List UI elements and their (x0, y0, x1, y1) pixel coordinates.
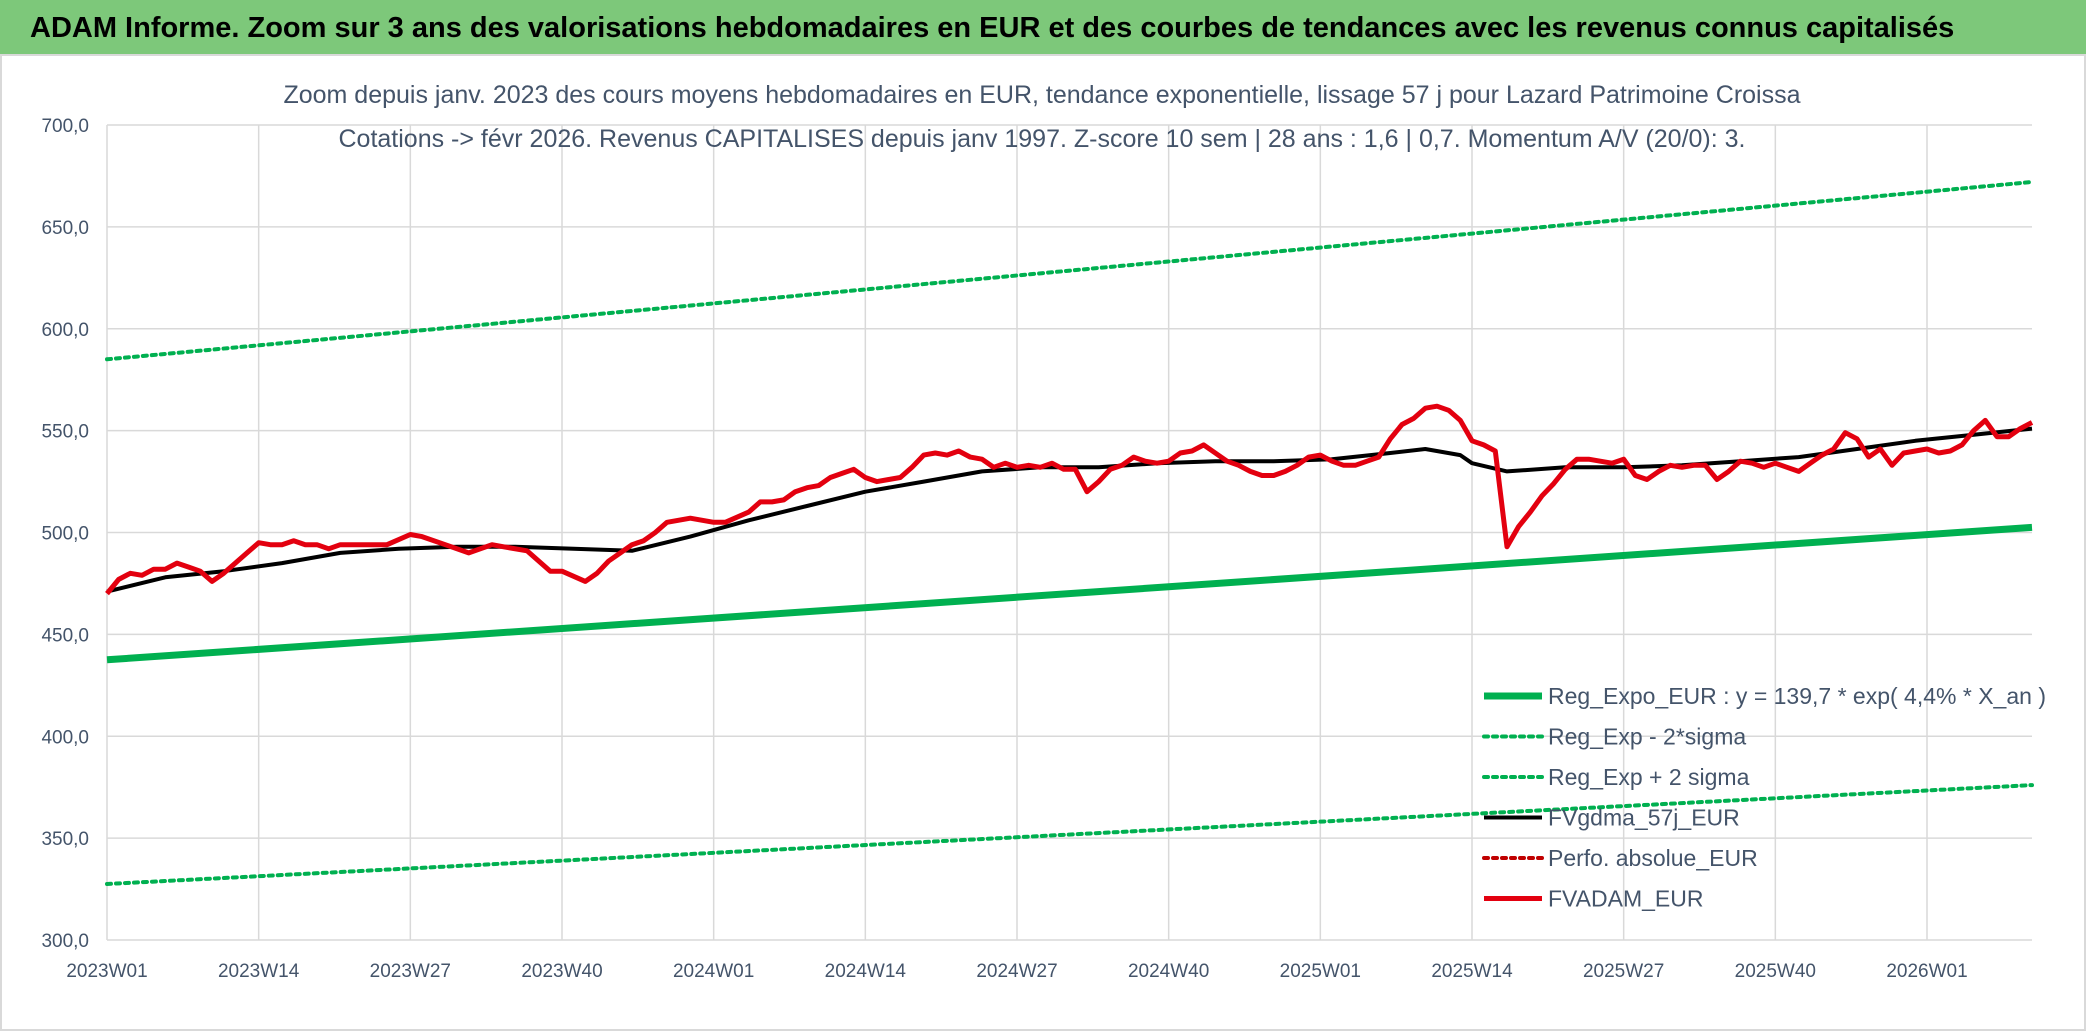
chart-frame: 300,0 350,0 400,0 450,0 500,0 550,0 600,0 650,0… (0, 54, 2086, 1031)
legend: Reg_Expo_EUR : y = 139,7 * exp( 4,4% * X… (1482, 683, 2046, 912)
x-tick-label: 2023W40 (521, 961, 602, 982)
y-axis-ticks: 300,0 350,0 400,0 450,0 500,0 550,0 600,0 650,0… (41, 116, 89, 952)
x-tick-label: 2024W40 (1128, 961, 1209, 982)
series-line-5 (105, 403, 2034, 596)
y-tick-label: 450,0 (41, 625, 89, 646)
x-tick-label: 2025W14 (1431, 961, 1513, 982)
x-tick-label: 2024W14 (825, 961, 907, 982)
y-tick-label: 350,0 (41, 829, 89, 850)
gridlines (106, 124, 2032, 941)
legend-label-5: FVADAM_EUR (1548, 886, 1704, 912)
y-tick-label: 700,0 (41, 116, 89, 137)
y-tick-label: 550,0 (41, 422, 89, 443)
x-tick-label: 2026W01 (1886, 961, 1967, 982)
x-tick-label: 2025W01 (1280, 961, 1361, 982)
legend-label-3: FVgdma_57j_EUR (1548, 805, 1740, 831)
x-tick-label: 2025W40 (1735, 961, 1816, 982)
x-axis-ticks: 2023W01 2023W14 2023W27 2023W40 2024W01 2024W… (66, 961, 1967, 982)
x-tick-label: 2023W01 (66, 961, 147, 982)
legend-label-1: Reg_Exp - 2*sigma (1548, 724, 1746, 750)
legend-label-0: Reg_Expo_EUR : y = 139,7 * exp( 4,4% * X… (1548, 683, 2046, 709)
y-tick-label: 300,0 (41, 931, 89, 952)
report-banner-title: ADAM Informe. Zoom sur 3 ans des valoris… (0, 0, 2086, 54)
x-tick-label: 2025W27 (1583, 961, 1664, 982)
legend-label-2: Reg_Exp + 2 sigma (1548, 764, 1750, 790)
x-tick-label: 2024W01 (673, 961, 754, 982)
x-tick-label: 2023W27 (370, 961, 451, 982)
legend-label-4: Perfo. absolue_EUR (1548, 845, 1758, 871)
x-tick-label: 2024W27 (976, 961, 1057, 982)
series-line-0 (106, 523, 2033, 664)
y-tick-label: 500,0 (41, 524, 89, 545)
series-line-2 (105, 180, 2034, 362)
chart: 300,0 350,0 400,0 450,0 500,0 550,0 600,0 650,0… (41, 81, 2046, 982)
chart-subtitle: Cotations -> févr 2026. Revenus CAPITALI… (339, 125, 1746, 153)
x-tick-label: 2023W14 (218, 961, 300, 982)
series-line-3 (106, 426, 2033, 594)
series-line-1 (105, 783, 2034, 886)
y-tick-label: 600,0 (41, 320, 89, 341)
series-lines (105, 180, 2034, 886)
y-tick-label: 400,0 (41, 727, 89, 748)
y-tick-label: 650,0 (41, 218, 89, 239)
chart-title: Zoom depuis janv. 2023 des cours moyens … (283, 81, 1800, 109)
